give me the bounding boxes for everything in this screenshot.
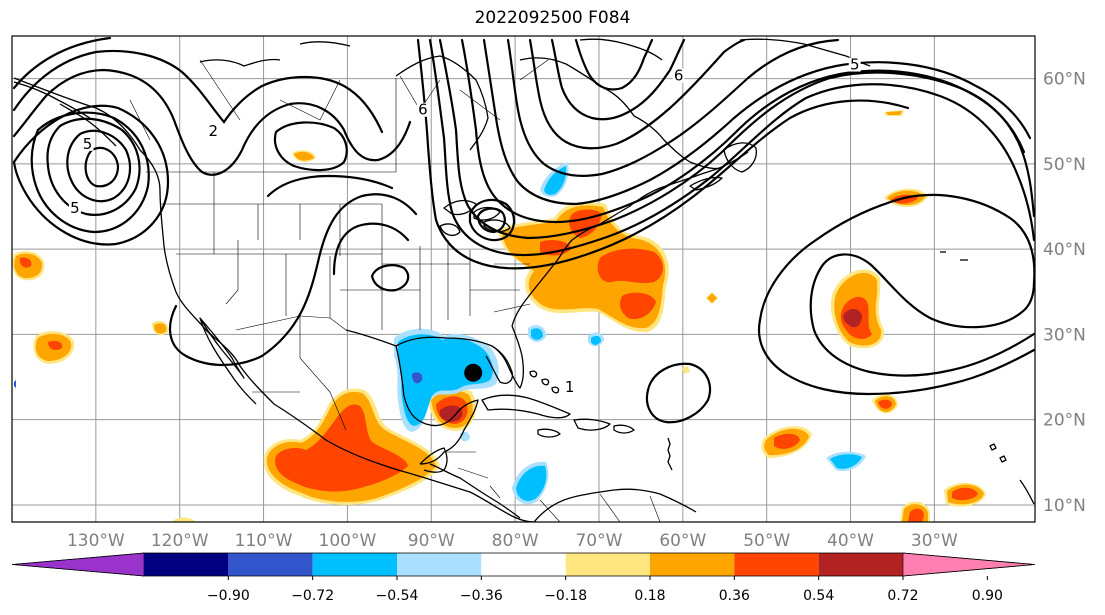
longitude-tick-label: 60°W	[659, 531, 706, 551]
shading-very-strong-positive	[439, 308, 862, 422]
latitude-tick-label: 40°N	[1043, 240, 1086, 260]
contour-label-background	[416, 102, 429, 117]
map-title: 2022092500 F084	[474, 8, 631, 28]
longitude-tick-label: 130°W	[67, 531, 125, 551]
colorbar-tick-label: −0.54	[376, 588, 419, 604]
colorbar-tick-label: 0.54	[803, 588, 834, 604]
contour-label-background	[672, 68, 685, 83]
shading-strong-negative	[14, 372, 423, 388]
longitude-tick-label: 110°W	[235, 531, 293, 551]
longitude-tick-label: 70°W	[575, 531, 622, 551]
plot-background	[12, 36, 1035, 522]
latitude-tick-label: 30°N	[1043, 325, 1086, 345]
longitude-labels: 130°W 120°W 110°W 100°W 90°W 80°W 70°W 60°W 50°W…	[67, 531, 958, 551]
colorbar-extend-low	[11, 552, 145, 577]
longitude-tick-label: 40°W	[827, 531, 874, 551]
contour-label: 6	[418, 101, 428, 119]
colorbar-tick-label: −0.90	[207, 588, 250, 604]
colorbar-tick-label: 0.72	[887, 588, 918, 604]
colorbar-outline	[11, 552, 1036, 577]
colorbar-extend-high	[902, 552, 1036, 577]
plot-frame	[11, 35, 1036, 523]
contour-label-background	[848, 57, 861, 72]
colorbar-segment	[144, 553, 229, 576]
contour-label: 2	[208, 122, 218, 140]
longitude-tick-label: 100°W	[319, 531, 377, 551]
latitude-tick-label: 60°N	[1043, 70, 1086, 90]
contour-label-background	[81, 136, 94, 151]
longitude-tick-label: 80°W	[492, 531, 539, 551]
longitude-tick-label: 50°W	[743, 531, 790, 551]
contour-label: 5	[83, 135, 93, 153]
colorbar-segment	[397, 553, 482, 576]
colorbar-segment	[481, 553, 566, 576]
height-contours	[12, 36, 1035, 424]
colorbar-tick-label: −0.36	[460, 588, 503, 604]
contour-label-background	[207, 124, 220, 139]
latitude-tick-label: 20°N	[1043, 411, 1086, 431]
latitude-labels: 10°N 20°N 30°N 40°N 50°N 60°N	[1043, 70, 1086, 516]
colorbar-segment	[818, 553, 903, 576]
colorbar	[11, 552, 1036, 577]
colorbar-labels: −0.90 −0.72 −0.54 −0.36 −0.18 0.18 0.36 0.54 0.7…	[207, 576, 1003, 604]
colorbar-tick-label: 0.36	[719, 588, 750, 604]
contour-labels: 2 6 6 5 5 5 1	[68, 56, 861, 396]
colorbar-segment	[228, 553, 313, 576]
colorbar-segment	[734, 553, 819, 576]
colorbar-segment	[650, 553, 735, 576]
colorbar-tick-label: −0.72	[291, 588, 334, 604]
contour-label: 1	[565, 378, 575, 396]
contour-label-background	[68, 200, 81, 215]
contour-label: 6	[674, 67, 684, 85]
colorbar-segment	[565, 553, 650, 576]
colorbar-tick-label: 0.90	[972, 588, 1003, 604]
colorbar-tick-label: 0.18	[634, 588, 665, 604]
colorbar-tick-label: −0.18	[544, 588, 587, 604]
latitude-tick-label: 50°N	[1043, 155, 1086, 175]
latitude-tick-label: 10°N	[1043, 496, 1086, 516]
longitude-tick-label: 120°W	[151, 531, 209, 551]
storm-center-marker	[464, 363, 483, 382]
longitude-tick-label: 90°W	[408, 531, 455, 551]
contour-label-background	[563, 379, 576, 394]
contour-label: 5	[70, 199, 80, 217]
longitude-tick-label: 30°W	[911, 531, 958, 551]
colorbar-segment	[312, 553, 397, 576]
contour-label: 5	[850, 56, 860, 74]
